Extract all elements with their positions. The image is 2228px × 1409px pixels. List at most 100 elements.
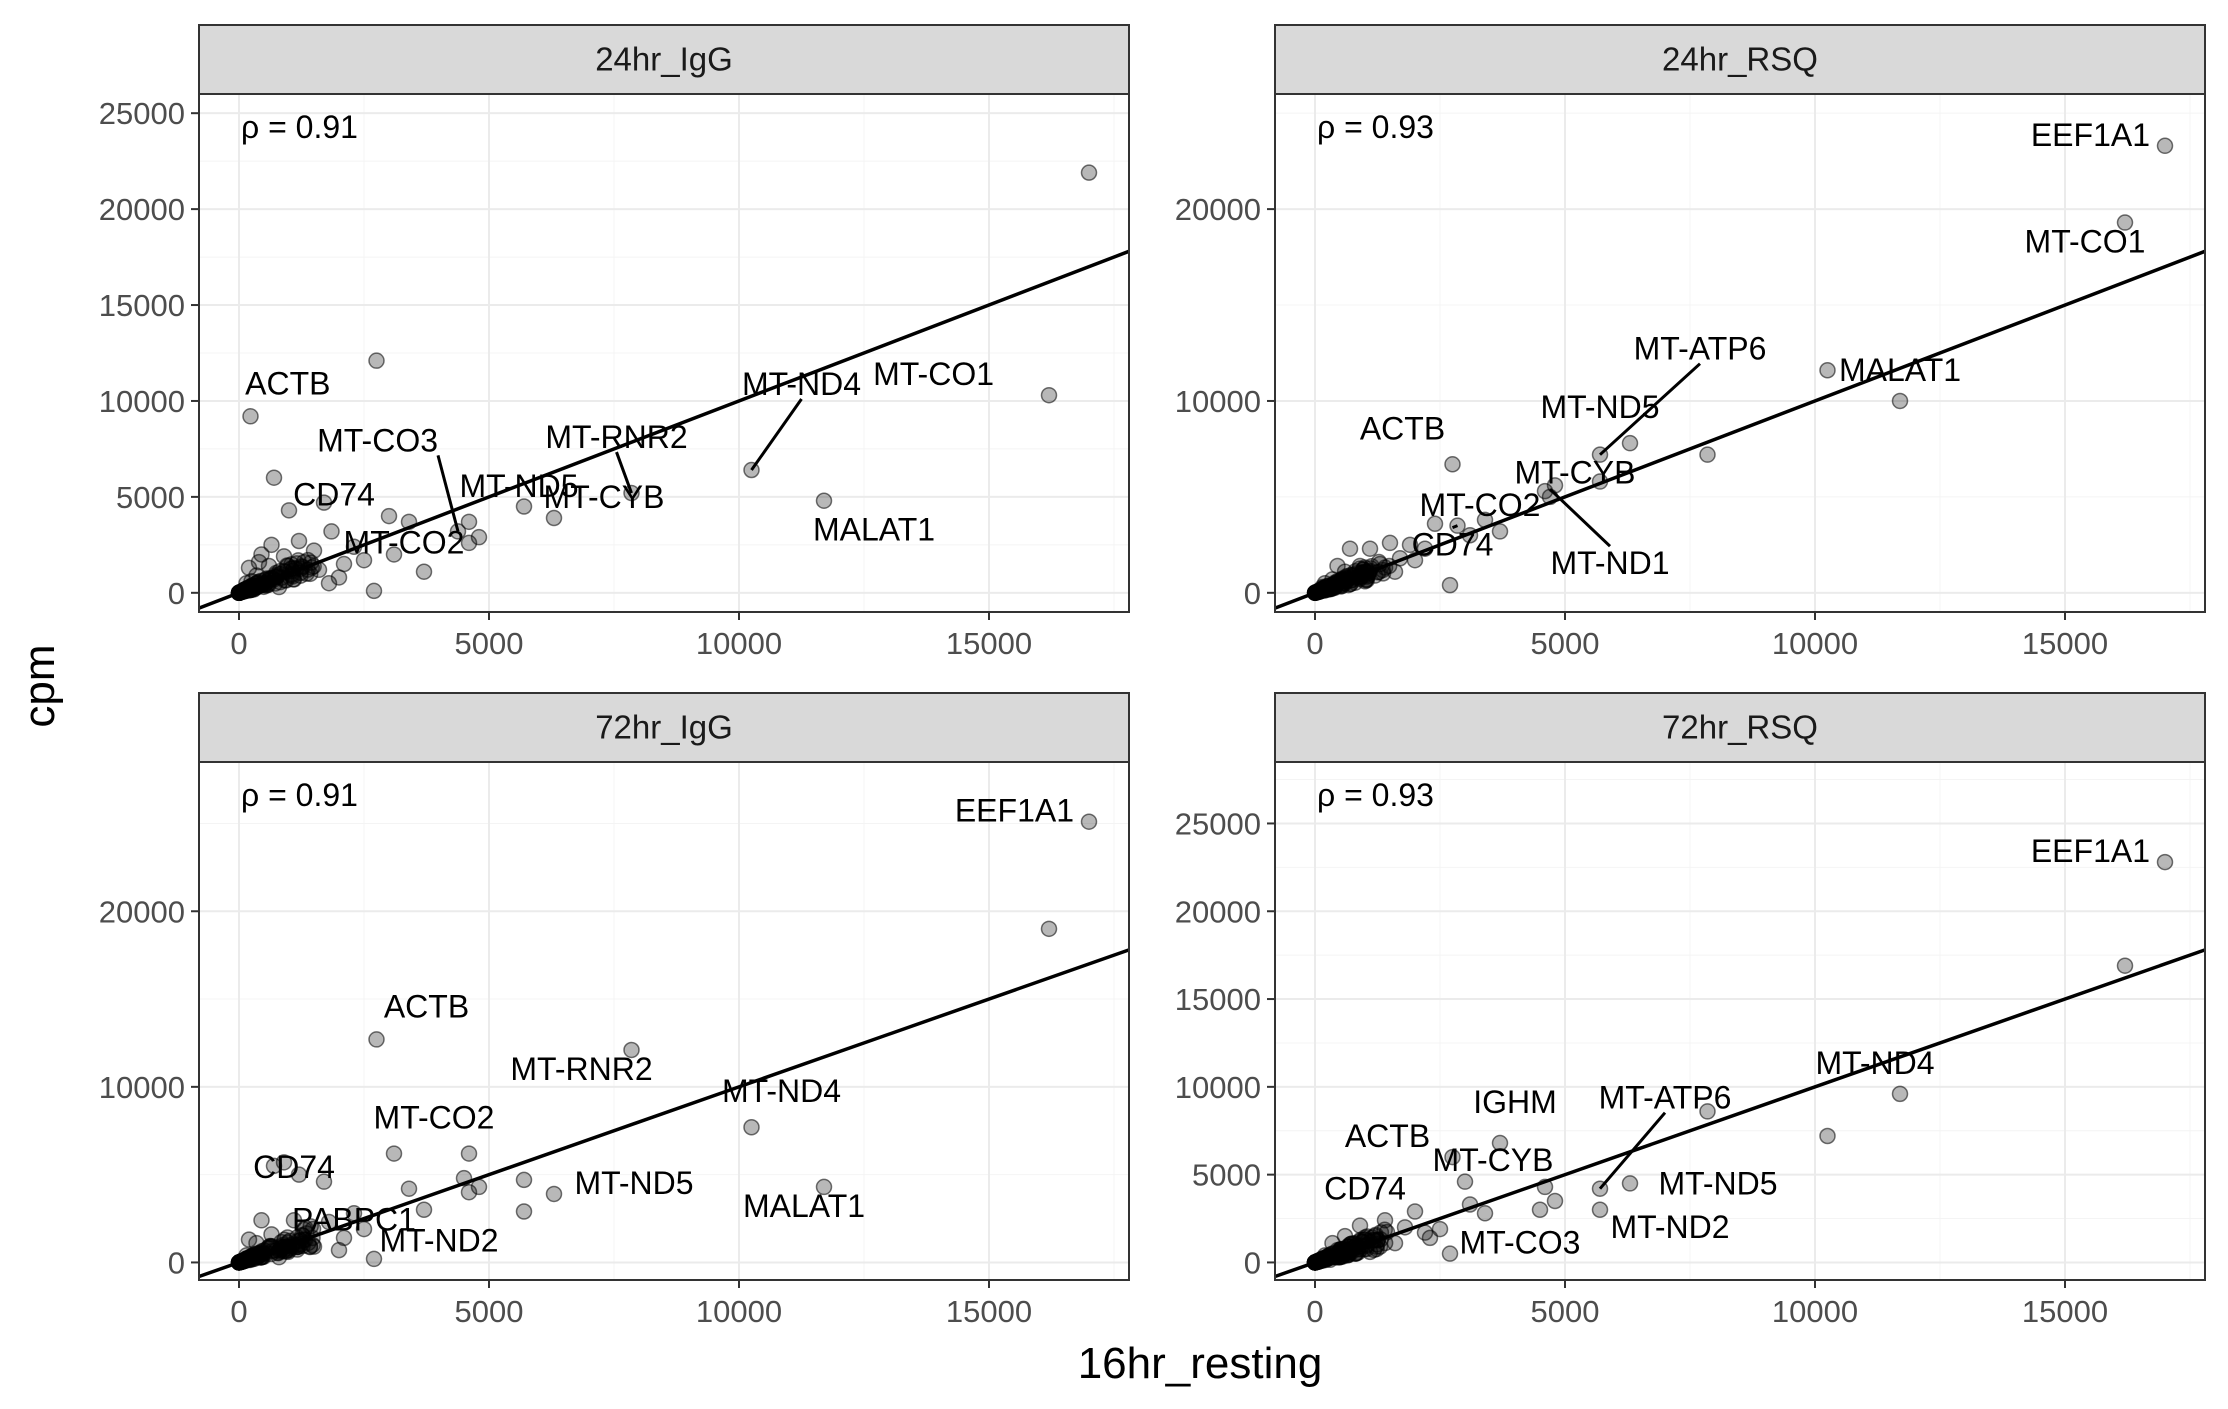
label-leader-line [1451,524,1459,530]
data-point [470,528,488,546]
y-tick-label: 0 [1244,576,1261,611]
x-tick-label: 5000 [1531,626,1600,661]
y-tick-label: 5000 [116,480,185,515]
data-point [1621,434,1639,452]
rho-annotation: ρ = 0.91 [241,109,358,145]
gene-label: MT-CO3 [317,422,438,458]
data-point [1819,362,1836,379]
gene-label: ACTB [245,365,330,401]
data-point [242,408,259,425]
facet-strip-title: 24hr_IgG [595,41,733,78]
gene-label: EEF1A1 [2031,833,2150,869]
facet-strip-title: 72hr_IgG [595,709,733,746]
data-point [1531,1201,1549,1219]
y-tick-label: 20000 [99,192,185,227]
y-tick-label: 10000 [99,384,185,419]
data-point [1491,1134,1509,1152]
data-point [1819,1127,1836,1145]
label-leader-line [1548,488,1612,548]
data-point [400,1180,418,1197]
data-point [385,546,403,563]
y-tick-label: 10000 [1175,1070,1261,1105]
data-point [290,1166,308,1183]
data-point [263,536,280,554]
data-point [545,509,563,527]
gene-label: EEF1A1 [955,793,1074,829]
data-point [280,502,298,519]
data-point [515,1203,533,1220]
gene-label: MT-CO2 [374,1100,495,1136]
gene-label: MT-CYB [1515,455,1636,491]
data-point [2156,853,2174,871]
gene-label: MT-ND5 [1540,389,1659,425]
data-point [1341,540,1359,557]
gene-label: ACTB [1360,410,1445,446]
x-tick-label: 5000 [455,1294,524,1329]
gene-label: MT-ND2 [379,1223,498,1259]
gene-label: MT-CYB [1433,1142,1554,1178]
facet-strip [198,24,1130,95]
data-point [415,563,433,580]
x-tick-label: 0 [1306,1294,1323,1329]
data-point [460,1145,478,1162]
data-point [815,492,833,509]
gene-label: EEF1A1 [2031,117,2150,153]
gene-label: MT-ND5 [574,1165,693,1201]
data-point [385,1145,403,1162]
facet-strip [1274,692,2206,763]
gene-label: MT-ND4 [1815,1045,1934,1081]
gene-label: CD74 [293,476,375,512]
x-tick-label: 10000 [1772,1294,1858,1329]
data-point [460,513,478,531]
x-tick-label: 5000 [455,626,524,661]
data-point [415,1201,433,1219]
x-tick-label: 15000 [2022,626,2108,661]
gene-label: MT-CO2 [344,525,465,561]
gene-label: MT-ND5 [459,468,578,504]
data-point [1381,534,1399,552]
gene-label: MT-ND2 [1610,1209,1729,1245]
data-point [240,1231,258,1248]
data-point [1546,1192,1564,1210]
data-point [1441,1245,1459,1262]
facet-panels: 24hr_IgG 0 5000 10000 15000 0 5000 10000 15000 20… [99,24,2206,1329]
y-tick-label: 20000 [99,894,185,929]
gene-label: CD74 [1324,1171,1406,1207]
data-point [1040,920,1058,938]
gene-label: MT-RNR2 [510,1051,652,1087]
data-point [330,1241,348,1259]
data-point [365,582,383,600]
y-tick-label: 0 [168,576,185,611]
data-point [515,498,533,515]
facet-panel-24hr_IgG: 24hr_IgG 0 5000 10000 15000 0 5000 10000 15000 20… [99,24,1130,661]
data-point [1080,813,1098,830]
y-tick-label: 25000 [1175,806,1261,841]
y-axis-title: cpm [15,644,64,727]
fit-line [1274,948,2206,1279]
rho-annotation: ρ = 0.93 [1317,109,1434,145]
panel-border [198,761,1130,1281]
data-point [275,1154,293,1171]
y-tick-label: 20000 [1175,894,1261,929]
gene-label: MT-RNR2 [545,419,687,455]
gene-label: MALAT1 [1839,352,1961,388]
data-point [1361,540,1379,557]
label-leader-line [1598,362,1702,456]
data-point [1699,446,1716,463]
data-point [1406,1203,1424,1220]
data-point [1456,1173,1474,1190]
gene-label: CD74 [1412,527,1494,563]
y-tick-label: 0 [1244,1245,1261,1280]
x-tick-label: 0 [230,1294,247,1329]
plot-area [1275,762,2205,1280]
gene-label: MT-CO3 [1460,1225,1581,1261]
data-point [1491,523,1509,540]
data-point [315,1173,333,1190]
gene-label: MT-ND4 [742,366,861,402]
data-point [623,1041,640,1059]
x-tick-label: 10000 [696,1294,782,1329]
data-point [380,507,398,525]
label-leader-line [436,455,460,532]
fit-line [1274,249,2206,610]
y-tick-label: 10000 [99,1070,185,1105]
